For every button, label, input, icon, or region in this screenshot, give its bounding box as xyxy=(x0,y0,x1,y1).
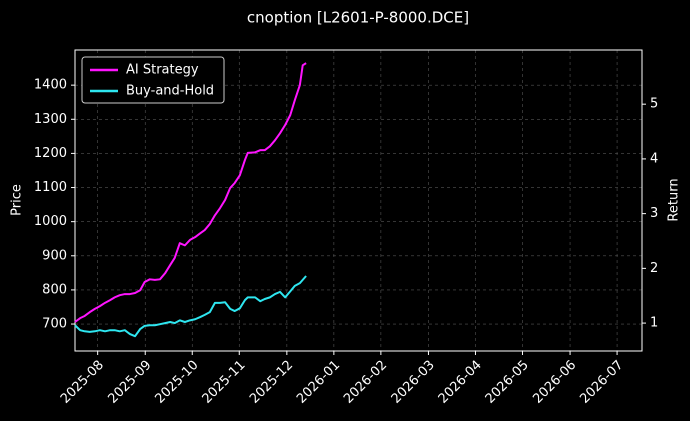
legend-label: AI Strategy xyxy=(126,63,199,78)
x-tick-label: 2025-12 xyxy=(247,358,296,407)
y-tick-label: 800 xyxy=(42,282,67,297)
y-tick-label: 1200 xyxy=(34,146,67,161)
x-tick-label: 2025-11 xyxy=(200,358,249,407)
y2-tick-label: 1 xyxy=(650,316,658,331)
y2-axis-label: Return xyxy=(667,178,682,221)
y2-tick-label: 5 xyxy=(650,97,658,112)
y-tick-label: 900 xyxy=(42,248,67,263)
chart-title: cnoption [L2601-P-8000.DCE] xyxy=(247,9,469,27)
x-tick-label: 2026-01 xyxy=(294,358,343,407)
x-tick-label: 2026-03 xyxy=(389,358,438,407)
x-tick-label: 2026-05 xyxy=(483,358,532,407)
x-tick-label: 2026-07 xyxy=(577,358,626,407)
legend-label: Buy-and-Hold xyxy=(126,84,214,99)
x-tick-label: 2026-02 xyxy=(341,358,390,407)
x-tick-label: 2025-10 xyxy=(153,358,202,407)
y-axis-label: Price xyxy=(10,184,25,216)
y-tick-label: 1400 xyxy=(34,78,67,93)
x-tick-label: 2025-08 xyxy=(58,358,107,407)
series-line xyxy=(74,275,307,338)
y2-tick-label: 2 xyxy=(650,261,658,276)
y2-tick-label: 4 xyxy=(650,151,658,166)
y2-tick-label: 3 xyxy=(650,206,658,221)
x-tick-label: 2025-09 xyxy=(106,358,155,407)
y-tick-label: 700 xyxy=(42,317,67,332)
x-tick-label: 2026-04 xyxy=(436,358,485,407)
x-tick-label: 2026-06 xyxy=(530,358,579,407)
y-tick-label: 1300 xyxy=(34,112,67,127)
y-tick-label: 1000 xyxy=(34,214,67,229)
series-line xyxy=(74,62,307,323)
plot-frame xyxy=(74,49,643,352)
y-tick-label: 1100 xyxy=(34,180,67,195)
